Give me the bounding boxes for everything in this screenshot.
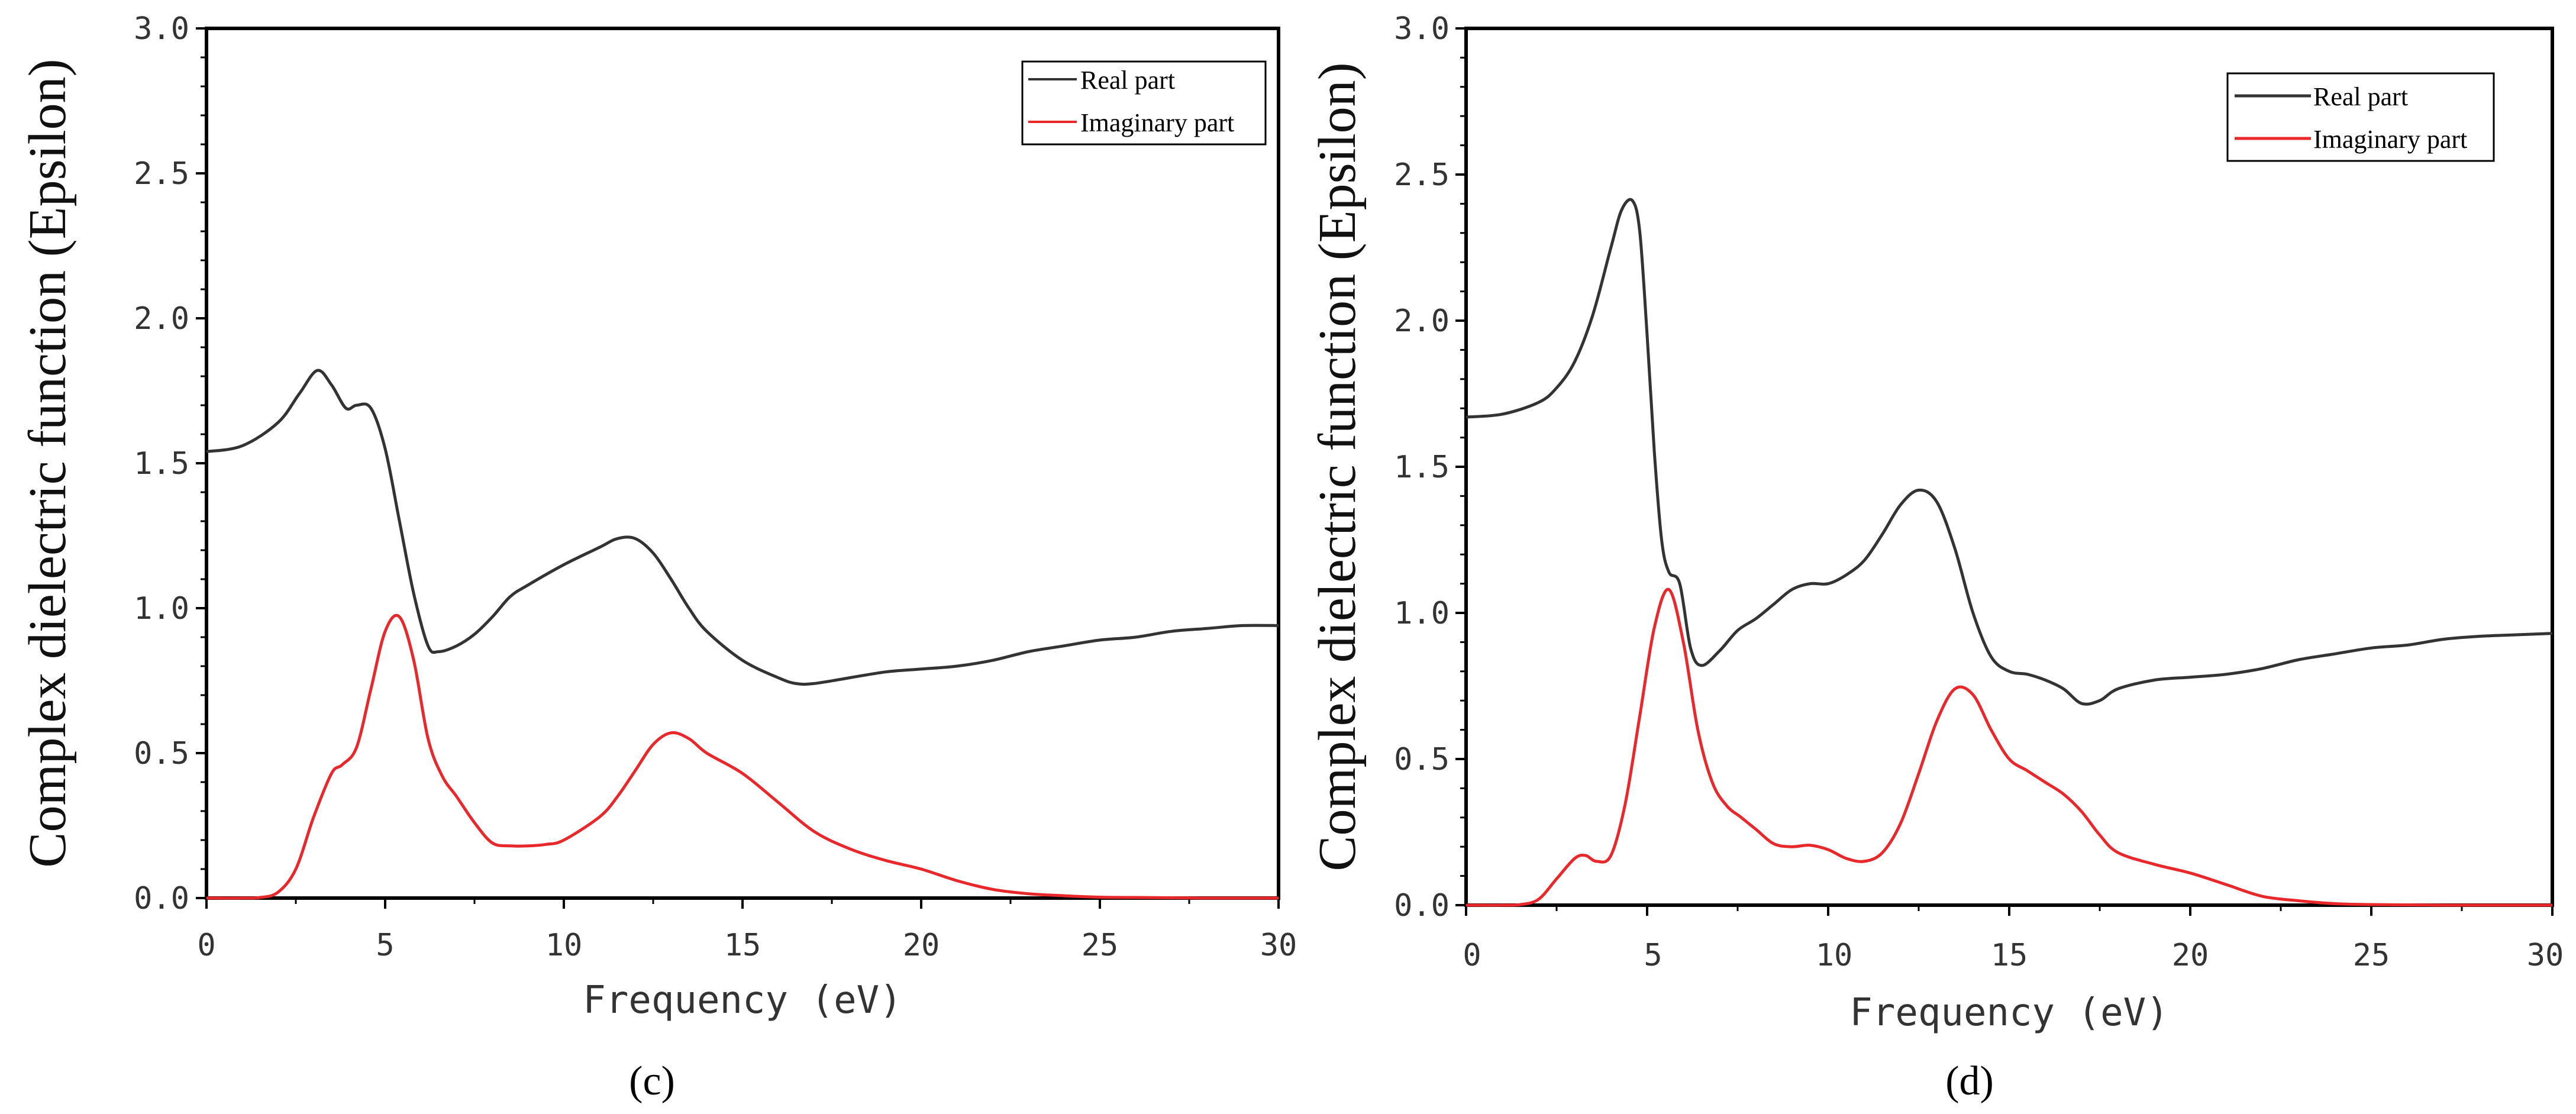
x-tick-label: 0 xyxy=(197,928,215,963)
chart-panel-c: 0.0 0.5 1.0 1.5 2.0 2.5 3.0 0 5 10 15 20… xyxy=(18,11,1297,1104)
y-tick-labels: 0.0 0.5 1.0 1.5 2.0 2.5 3.0 xyxy=(1394,11,1450,924)
legend-box xyxy=(1021,60,1267,146)
y-tick-label: 0.5 xyxy=(1394,742,1450,777)
x-tick-label: 15 xyxy=(1991,938,2028,973)
legend-label-real: Real part xyxy=(2313,82,2408,111)
x-tick-label: 25 xyxy=(2353,938,2390,973)
plot-area-frame xyxy=(205,27,1280,900)
y-tick-label: 3.0 xyxy=(1394,11,1450,47)
series-line-real-part xyxy=(206,369,1279,686)
y-axis-title: Complex dielectric function (Epsilon) xyxy=(1308,62,1367,871)
x-tick-label: 0 xyxy=(1463,938,1481,973)
y-tick-label: 0.5 xyxy=(134,736,189,771)
x-tick-label: 15 xyxy=(724,928,761,963)
axis-ticks xyxy=(1455,27,2554,916)
x-tick-labels: 0 5 10 15 20 25 30 xyxy=(197,928,1297,963)
x-tick-label: 20 xyxy=(903,928,940,963)
series-line-real-part xyxy=(1465,198,2553,706)
y-tick-label: 2.0 xyxy=(134,301,189,337)
legend-label-imaginary: Imaginary part xyxy=(2313,125,2467,154)
y-tick-labels: 0.0 0.5 1.0 1.5 2.0 2.5 3.0 xyxy=(134,11,189,916)
legend-label-imaginary: Imaginary part xyxy=(1080,108,1234,137)
legend-box xyxy=(2226,72,2495,162)
chart-panel-d: 0.0 0.5 1.0 1.5 2.0 2.5 3.0 0 5 10 15 20… xyxy=(1308,11,2564,1104)
x-axis-title: Frequency (eV) xyxy=(1849,991,2168,1035)
x-tick-label: 30 xyxy=(1260,928,1297,963)
y-tick-label: 1.0 xyxy=(1394,596,1450,631)
series-line-imaginary-part xyxy=(206,613,1279,900)
legend: Real part Imaginary part xyxy=(1021,60,1267,146)
panel-label: (d) xyxy=(1945,1058,1994,1104)
legend: Real part Imaginary part xyxy=(2226,72,2495,162)
y-axis-title: Complex dielectric function (Epsilon) xyxy=(18,59,77,867)
y-tick-label: 2.5 xyxy=(1394,157,1450,193)
y-tick-label: 1.5 xyxy=(1394,450,1450,485)
y-tick-label: 0.0 xyxy=(1394,888,1450,924)
y-tick-label: 1.5 xyxy=(134,446,189,482)
y-tick-label: 3.0 xyxy=(134,11,189,47)
series-line-imaginary-part xyxy=(1465,587,2552,907)
x-tick-label: 10 xyxy=(545,928,583,963)
y-tick-label: 0.0 xyxy=(134,881,189,916)
x-tick-label: 5 xyxy=(1644,938,1662,973)
x-tick-label: 30 xyxy=(2527,938,2564,973)
legend-label-real: Real part xyxy=(1080,66,1175,95)
y-tick-label: 2.0 xyxy=(1394,303,1450,339)
x-axis-title: Frequency (eV) xyxy=(583,979,902,1022)
x-tick-label: 5 xyxy=(376,928,394,963)
y-tick-label: 1.0 xyxy=(134,591,189,627)
y-tick-label: 2.5 xyxy=(134,156,189,192)
x-tick-labels: 0 5 10 15 20 25 30 xyxy=(1463,938,2564,973)
series-layer xyxy=(206,369,1279,900)
x-tick-label: 25 xyxy=(1082,928,1119,963)
panel-label: (c) xyxy=(629,1058,675,1104)
axis-ticks xyxy=(196,27,1280,909)
x-tick-label: 20 xyxy=(2172,938,2209,973)
series-layer xyxy=(1465,198,2553,907)
x-tick-label: 10 xyxy=(1816,938,1853,973)
